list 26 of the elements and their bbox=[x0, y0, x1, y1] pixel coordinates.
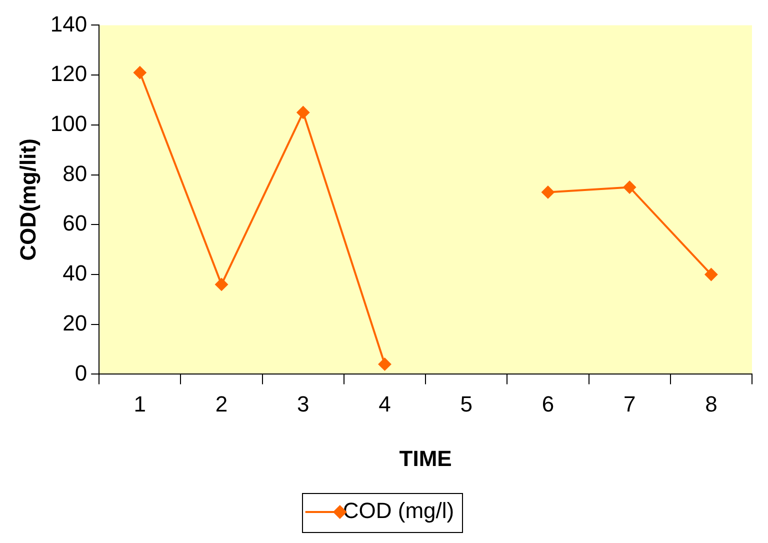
point bbox=[623, 180, 636, 194]
x-tick-label: 1 bbox=[134, 391, 146, 416]
y-tick-label: 0 bbox=[74, 360, 88, 386]
x-tick-label: 8 bbox=[705, 391, 718, 416]
y-tick-label: 60 bbox=[62, 210, 88, 236]
point bbox=[133, 66, 146, 80]
point bbox=[704, 268, 718, 281]
x-tick-label: 7 bbox=[623, 391, 636, 416]
point bbox=[215, 278, 228, 291]
legend-label: COD (mg/l) bbox=[342, 498, 454, 524]
x-axis-title: TIME bbox=[399, 446, 452, 471]
point bbox=[378, 358, 392, 371]
x-tick-label: 4 bbox=[378, 391, 391, 416]
point bbox=[296, 106, 310, 119]
y-tick-label: 120 bbox=[50, 61, 88, 86]
y-axis-title: COD(mg/lit) bbox=[15, 138, 40, 261]
y-tick-label: 80 bbox=[62, 160, 88, 186]
y-tick-label: 40 bbox=[62, 260, 88, 286]
y-tick-label: 100 bbox=[50, 110, 88, 136]
x-tick-label: 3 bbox=[297, 391, 310, 416]
x-tick-label: 5 bbox=[460, 391, 472, 416]
y-tick-label: 140 bbox=[50, 11, 88, 36]
y-tick-label: 20 bbox=[62, 310, 88, 336]
x-tick-label: 2 bbox=[215, 391, 228, 416]
point bbox=[541, 186, 554, 199]
x-tick-label: 6 bbox=[542, 391, 554, 416]
